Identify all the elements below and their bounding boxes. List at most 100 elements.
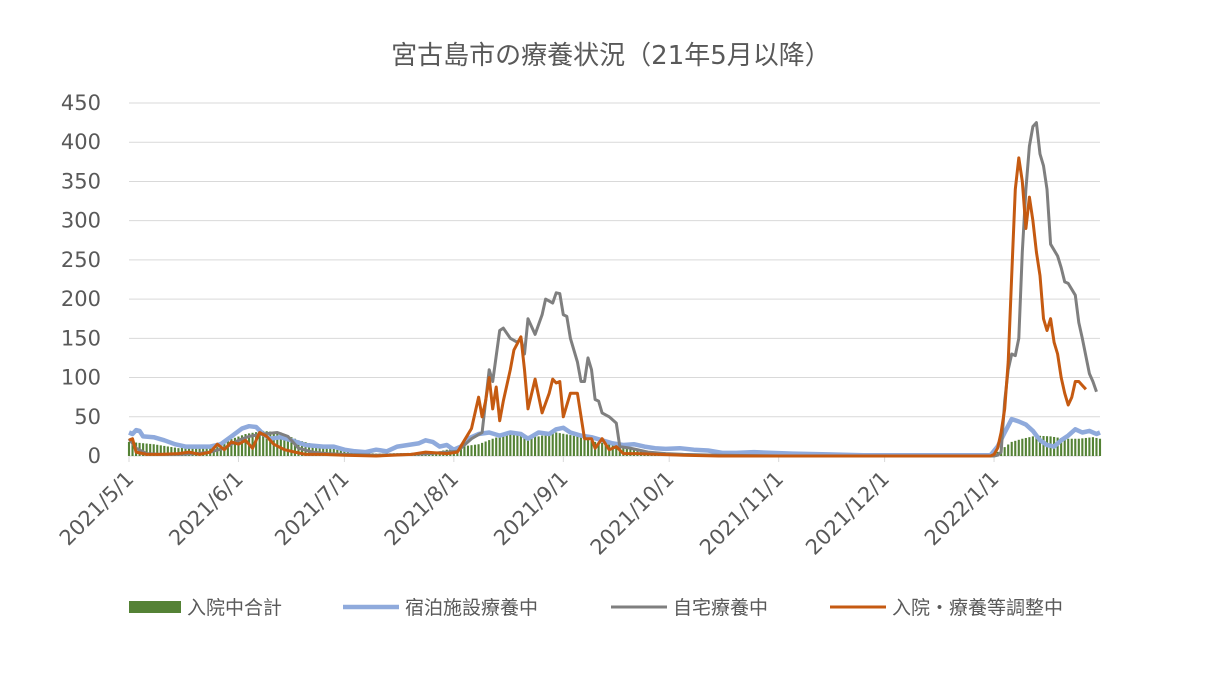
- bar-inpatient-total: [1014, 440, 1017, 456]
- bar-inpatient-total: [629, 448, 632, 456]
- y-axis: 0 50 100 150 200 250 300 350 400 450: [61, 91, 101, 468]
- bar-inpatient-total: [325, 447, 328, 456]
- y-tick-label: 400: [61, 130, 101, 154]
- bar-inpatient-total: [195, 447, 198, 456]
- bar-inpatient-total: [244, 434, 247, 456]
- bar-inpatient-total: [565, 434, 568, 456]
- y-tick-label: 100: [61, 366, 101, 390]
- bar-inpatient-total: [226, 440, 229, 456]
- bar-inpatient-total: [318, 445, 321, 456]
- bar-inpatient-total: [530, 436, 533, 456]
- bar-inpatient-total: [505, 434, 508, 456]
- x-tick-label: 2021/11/1: [695, 467, 788, 560]
- gridlines: [129, 102, 1100, 457]
- bar-inpatient-total: [1031, 436, 1034, 456]
- bar-inpatient-total: [512, 434, 515, 456]
- bar-inpatient-total: [237, 436, 240, 456]
- bar-inpatient-total: [481, 442, 484, 456]
- bar-inpatient-total: [142, 443, 145, 456]
- bar-inpatient-total: [258, 431, 261, 456]
- bar-inpatient-total: [526, 435, 530, 456]
- bar-inpatient-total: [1024, 437, 1027, 456]
- bar-inpatient-total: [230, 439, 233, 456]
- bar-inpatient-total: [1017, 439, 1020, 456]
- x-tick-label: 2021/10/1: [586, 467, 679, 560]
- bar-inpatient-total: [551, 433, 554, 456]
- x-tick-label: 2021/8/1: [380, 467, 464, 551]
- x-tick-label: 2021/7/1: [270, 467, 354, 551]
- bar-inpatient-total: [1074, 438, 1077, 456]
- bar-inpatient-total: [615, 445, 618, 456]
- bar-inpatient-total: [1042, 435, 1045, 456]
- y-tick-label: 150: [61, 326, 101, 350]
- bar-inpatient-total: [1010, 441, 1013, 456]
- bar-inpatient-total: [1088, 437, 1091, 456]
- bar-inpatient-total: [611, 444, 614, 456]
- chart-title: 宮古島市の療養状況（21年5月以降）: [391, 41, 831, 71]
- y-tick-label: 350: [61, 169, 101, 193]
- bar-inpatient-total: [625, 447, 628, 456]
- bar-inpatient-total: [533, 436, 537, 456]
- bar-inpatient-total: [131, 442, 134, 456]
- bar-inpatient-total: [145, 443, 148, 456]
- bar-inpatient-total: [601, 442, 604, 456]
- bar-inpatient-total: [1070, 438, 1073, 456]
- x-tick-label: 2021/9/1: [489, 467, 573, 551]
- bar-inpatient-total: [1056, 437, 1059, 456]
- bar-inpatient-total: [583, 438, 586, 456]
- bar-inpatient-total: [1067, 438, 1070, 456]
- series-line-3: [128, 156, 1088, 458]
- bar-inpatient-total: [473, 444, 477, 456]
- bar-inpatient-total: [477, 444, 480, 456]
- bar-inpatient-total: [558, 433, 561, 456]
- bar-inpatient-total: [322, 446, 325, 456]
- bar-inpatient-total: [255, 432, 258, 456]
- bar-inpatient-total: [163, 445, 166, 456]
- bar-inpatient-total: [269, 431, 272, 456]
- bar-inpatient-total: [279, 432, 282, 456]
- bar-inpatient-total: [240, 435, 244, 456]
- bar-inpatient-total: [597, 442, 600, 456]
- bar-inpatient-total: [555, 432, 558, 456]
- bar-inpatient-total: [569, 435, 572, 456]
- bar-inpatient-total: [576, 436, 579, 456]
- bar-inpatient-total: [286, 435, 289, 456]
- legend-label: 入院中合計: [187, 597, 282, 619]
- legend-label: 宿泊施設療養中: [405, 597, 538, 619]
- bar-inpatient-total: [170, 447, 173, 456]
- bar-inpatient-total: [265, 431, 268, 456]
- bar-inpatient-total: [1081, 438, 1084, 456]
- bar-inpatient-total: [544, 434, 547, 456]
- bar-inpatient-total: [1095, 437, 1098, 456]
- bar-inpatient-total: [459, 446, 462, 456]
- bar-inpatient-total: [537, 436, 540, 456]
- y-tick-label: 200: [61, 287, 101, 311]
- series-line-2: [127, 121, 1098, 458]
- bar-inpatient-total: [198, 446, 201, 456]
- bar-inpatient-total: [579, 437, 583, 456]
- bar-inpatient-total: [1077, 438, 1080, 456]
- bar-inpatient-total: [173, 447, 176, 456]
- bar-inpatient-total: [466, 445, 470, 456]
- bar-inpatient-total: [202, 446, 205, 456]
- bar-inpatient-total: [572, 435, 575, 456]
- bar-inpatient-total: [484, 441, 487, 456]
- bar-inpatient-total: [548, 434, 551, 456]
- y-tick-label: 300: [61, 209, 101, 233]
- bar-inpatient-total: [516, 435, 519, 456]
- legend-swatch: [129, 601, 181, 613]
- bar-inpatient-total: [491, 438, 494, 456]
- bar-inpatient-total: [166, 446, 169, 456]
- y-tick-label: 450: [61, 91, 101, 115]
- bar-inpatient-total: [329, 448, 332, 456]
- legend-label: 自宅療養中: [673, 597, 768, 619]
- bar-inpatient-total: [498, 436, 501, 456]
- bar-inpatient-total: [283, 434, 286, 456]
- bar-inpatient-total: [1028, 437, 1031, 456]
- bar-inpatient-total: [1060, 438, 1063, 456]
- bar-inpatient-total: [1091, 437, 1094, 456]
- bar-inpatient-total: [233, 437, 236, 456]
- bar-inpatient-total: [604, 443, 607, 456]
